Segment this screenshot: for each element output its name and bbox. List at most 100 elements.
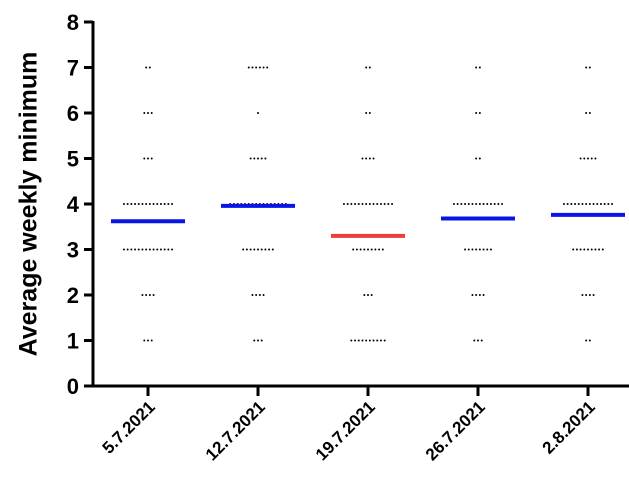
data-point bbox=[367, 294, 369, 296]
data-point bbox=[363, 294, 366, 296]
data-point bbox=[143, 112, 146, 114]
data-point bbox=[266, 66, 269, 69]
data-point bbox=[262, 66, 265, 69]
data-point bbox=[381, 248, 384, 251]
data-point bbox=[486, 203, 489, 205]
data-point bbox=[171, 248, 174, 251]
data-point bbox=[365, 339, 368, 342]
data-point bbox=[363, 248, 366, 251]
data-point bbox=[587, 157, 589, 160]
data-point bbox=[346, 203, 349, 205]
data-point bbox=[574, 203, 577, 205]
data-point bbox=[599, 203, 602, 205]
data-point bbox=[452, 203, 455, 205]
data-point bbox=[376, 339, 379, 342]
data-point bbox=[150, 157, 153, 160]
data-point bbox=[387, 203, 390, 205]
data-point bbox=[566, 203, 569, 205]
y-tick-label: 6 bbox=[67, 101, 79, 126]
data-point bbox=[148, 66, 151, 69]
y-tick-label: 4 bbox=[67, 192, 80, 217]
y-tick-label: 3 bbox=[67, 238, 79, 263]
data-point bbox=[383, 339, 386, 342]
data-point bbox=[477, 339, 479, 342]
data-point bbox=[147, 112, 149, 114]
data-point bbox=[368, 157, 371, 160]
data-point bbox=[126, 248, 129, 251]
data-point bbox=[368, 112, 371, 114]
data-point bbox=[368, 203, 371, 205]
y-tick-label: 5 bbox=[67, 147, 79, 172]
data-point bbox=[588, 112, 591, 114]
data-point bbox=[370, 248, 373, 251]
data-point bbox=[137, 248, 140, 251]
data-point bbox=[152, 248, 155, 251]
data-point bbox=[249, 248, 252, 251]
data-point bbox=[482, 203, 485, 205]
data-point bbox=[361, 339, 364, 342]
y-tick-label: 7 bbox=[67, 56, 79, 81]
data-point bbox=[456, 203, 459, 205]
data-point bbox=[475, 294, 478, 296]
data-point bbox=[251, 66, 254, 69]
data-point bbox=[365, 157, 368, 160]
data-point bbox=[379, 339, 382, 342]
data-point bbox=[148, 203, 151, 205]
data-point bbox=[478, 66, 481, 69]
data-point bbox=[134, 248, 137, 251]
data-point bbox=[122, 248, 125, 251]
data-point bbox=[585, 294, 588, 296]
data-point bbox=[264, 248, 267, 251]
data-point bbox=[365, 112, 368, 114]
data-point bbox=[575, 248, 578, 251]
data-point bbox=[471, 248, 474, 251]
y-tick-label: 2 bbox=[67, 283, 79, 308]
data-point bbox=[148, 248, 151, 251]
y-tick-label: 1 bbox=[67, 329, 79, 354]
data-point bbox=[141, 203, 144, 205]
data-point bbox=[152, 203, 155, 205]
data-point bbox=[489, 203, 492, 205]
data-point bbox=[148, 294, 151, 296]
data-point bbox=[167, 203, 170, 205]
data-point bbox=[354, 203, 357, 205]
data-point bbox=[590, 248, 593, 251]
data-point bbox=[271, 248, 274, 251]
data-point bbox=[365, 66, 368, 69]
data-point bbox=[150, 112, 153, 114]
data-point bbox=[167, 248, 170, 251]
data-point bbox=[475, 248, 478, 251]
data-point bbox=[163, 203, 166, 205]
data-point bbox=[590, 157, 593, 160]
data-point bbox=[562, 203, 565, 205]
data-point bbox=[467, 203, 470, 205]
data-point bbox=[367, 248, 369, 251]
data-point bbox=[159, 248, 162, 251]
data-point bbox=[268, 248, 271, 251]
data-point bbox=[581, 203, 584, 205]
data-point bbox=[247, 66, 250, 69]
data-point bbox=[596, 203, 599, 205]
data-point bbox=[383, 203, 386, 205]
data-point bbox=[486, 248, 489, 251]
x-tick-label: 19.7.2021 bbox=[312, 397, 379, 464]
data-point bbox=[156, 248, 159, 251]
data-point bbox=[253, 339, 256, 342]
data-point bbox=[607, 203, 610, 205]
data-point bbox=[150, 339, 153, 342]
data-point bbox=[572, 248, 575, 251]
data-point bbox=[130, 203, 133, 205]
data-point bbox=[258, 294, 261, 296]
data-point bbox=[378, 248, 381, 251]
x-tick-label: 26.7.2021 bbox=[422, 397, 489, 464]
data-point bbox=[478, 112, 481, 114]
data-point bbox=[255, 294, 258, 296]
data-point bbox=[583, 248, 586, 251]
data-point bbox=[257, 112, 259, 114]
data-point bbox=[342, 203, 345, 205]
data-point bbox=[478, 294, 481, 296]
data-point bbox=[478, 248, 481, 251]
data-point bbox=[350, 339, 353, 342]
data-point bbox=[581, 294, 584, 296]
